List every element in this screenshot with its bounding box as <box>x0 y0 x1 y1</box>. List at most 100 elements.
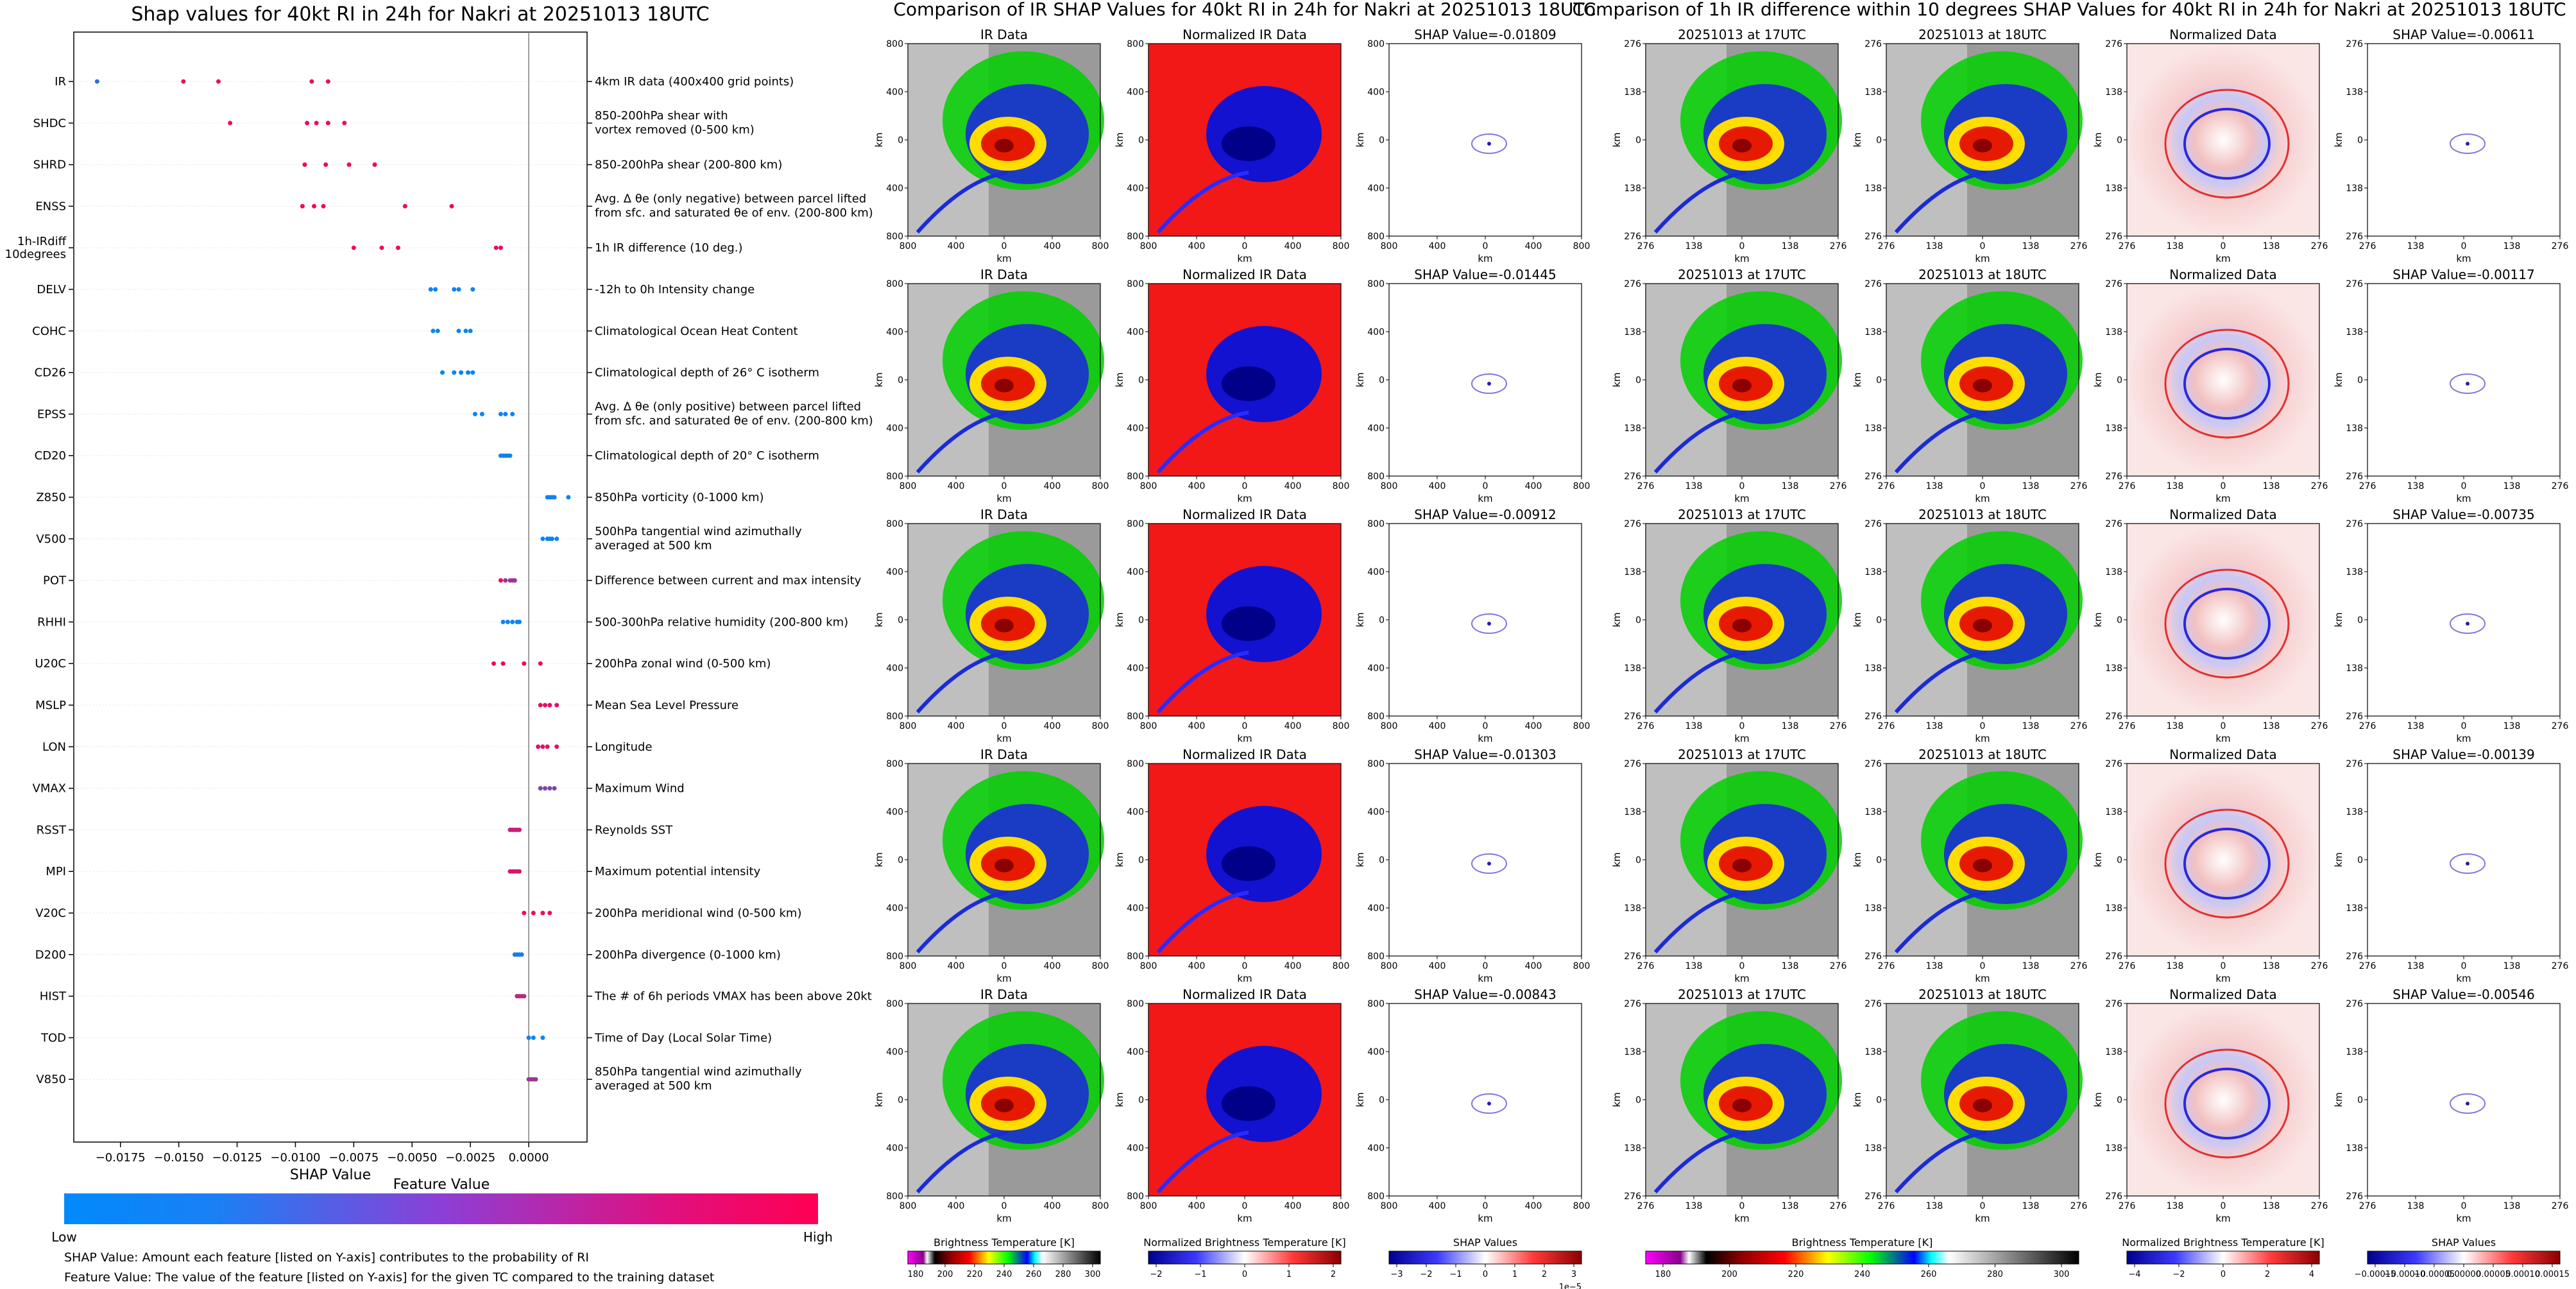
feature-name: U20C <box>35 657 66 670</box>
storm-eye <box>1732 619 1752 633</box>
shap-point <box>531 1035 536 1040</box>
colorbar-label: Normalized Brightness Temperature [K] <box>2122 1236 2324 1249</box>
x-tick-label: 138 <box>1926 721 1943 731</box>
x-tick-label: 0 <box>1739 721 1745 731</box>
shap-signal <box>1471 853 1507 874</box>
x-tick-label: 276 <box>1637 241 1655 252</box>
irdiff-row-1: 20251013 at 17UTC27627613813800138138276… <box>1611 27 2568 264</box>
y-tick-label: 0 <box>2357 615 2363 626</box>
shap-point <box>300 203 305 209</box>
colorbar-tick-label: −1 <box>1194 1270 1206 1279</box>
feature-row-rhhi: RHHI 500-300hPa relative humidity (200-80… <box>37 615 848 629</box>
feature-description: 850-200hPa shear (200-800 km) <box>595 158 782 172</box>
y-tick-label: 0 <box>1379 135 1385 146</box>
y-tick-label: 400 <box>1367 327 1385 337</box>
panel-title: SHAP Value=-0.00117 <box>2393 267 2534 282</box>
feature-row-z850: Z850 850hPa vorticity (0-1000 km) <box>36 491 763 504</box>
y-tick-label: 800 <box>1367 1191 1385 1202</box>
y-axis-label: km <box>2092 612 2104 627</box>
x-tick-label: 276 <box>1878 1201 1895 1211</box>
spiral-band <box>2164 808 2290 919</box>
colorbar-tick-label: 1 <box>1286 1270 1292 1279</box>
x-tick-label: 276 <box>2359 1201 2376 1211</box>
shap-point <box>540 910 545 916</box>
x-tick-label: 276 <box>1637 481 1655 491</box>
feature-row-shrd: SHRD 850-200hPa shear (200-800 km) <box>33 158 783 172</box>
y-axis-label: km <box>1354 372 1366 387</box>
y-tick-label: 138 <box>1864 1047 1882 1057</box>
feature-row-cohc: COHC Climatological Ocean Heat Content <box>32 325 798 338</box>
x-tick-label: 138 <box>1782 721 1799 731</box>
x-tick-label: 138 <box>2022 241 2040 252</box>
feature-description: -12h to 0h Intensity change <box>595 283 755 296</box>
y-tick-label: 0 <box>1635 855 1641 866</box>
y-tick-label: 276 <box>1624 712 1641 722</box>
x-tick-label: 0 <box>1739 241 1745 252</box>
y-axis-label: km <box>2333 612 2344 627</box>
y-tick-label: 138 <box>1624 423 1641 434</box>
feature-row-mslp: MSLP Mean Sea Level Pressure <box>35 699 738 712</box>
colorbar-tick-label: 220 <box>1788 1270 1804 1279</box>
y-tick-label: 138 <box>1624 903 1641 914</box>
panel-title: Normalized IR Data <box>1182 987 1307 1002</box>
y-tick-label: 800 <box>1127 1191 1144 1202</box>
x-tick-label: 276 <box>1830 721 1847 731</box>
x-tick-label: 400 <box>1284 1201 1302 1211</box>
feature-colorbar <box>64 1193 818 1224</box>
feature-name: 1h-IRdiff <box>17 235 67 248</box>
y-tick-label: 400 <box>1367 184 1385 194</box>
y-tick-label: 138 <box>2346 903 2363 914</box>
x-tick-label: 400 <box>1188 241 1206 252</box>
y-tick-label: 0 <box>1876 615 1882 626</box>
x-tick-label: 400 <box>1429 481 1446 491</box>
y-axis-label: km <box>1114 612 1125 627</box>
y-tick-label: 276 <box>2346 279 2363 289</box>
feature-description: 200hPa zonal wind (0-500 km) <box>595 657 771 670</box>
x-tick-label: 800 <box>900 481 917 491</box>
x-tick-label: 0 <box>1002 961 1007 971</box>
feature-description: vortex removed (0-500 km) <box>595 123 755 137</box>
y-tick-label: 138 <box>1864 567 1882 577</box>
y-tick-label: 138 <box>2346 807 2363 817</box>
shap-point <box>566 495 571 500</box>
y-tick-label: 400 <box>1127 903 1144 914</box>
colorbar-tick-label: 200 <box>1721 1270 1737 1279</box>
x-tick-label: 400 <box>1284 961 1302 971</box>
shap-background <box>1389 1003 1582 1196</box>
x-tick-label: 0 <box>1980 961 1986 971</box>
x-axis-label: km <box>2456 1213 2471 1224</box>
y-tick-label: 276 <box>2346 759 2363 769</box>
y-tick-label: 276 <box>2346 999 2363 1009</box>
shap-point <box>181 79 186 84</box>
panel-title: Normalized Data <box>2169 507 2277 522</box>
panel-title: SHAP Value=-0.00843 <box>1414 987 1556 1002</box>
spiral-band <box>1894 891 1987 953</box>
x-tick-label: 800 <box>900 1201 917 1211</box>
storm-eye <box>994 1098 1014 1113</box>
y-tick-label: 138 <box>2346 87 2363 98</box>
x-axis-label: km <box>1975 973 1990 984</box>
x-tick-label: 400 <box>948 241 965 252</box>
y-tick-label: 800 <box>886 519 903 529</box>
x-tick-label: 276 <box>2119 481 2136 491</box>
x-tick-label: 0 <box>1242 481 1248 491</box>
y-tick-label: 800 <box>1127 759 1144 769</box>
x-tick-label: 400 <box>1429 961 1446 971</box>
y-tick-label: 276 <box>2346 39 2363 49</box>
x-tick-label: 138 <box>1926 241 1943 252</box>
shap-signal <box>2466 622 2469 626</box>
feature-description: 500hPa tangential wind azimuthally <box>595 525 802 538</box>
x-tick-label: 138 <box>2407 1201 2425 1211</box>
feature-name: DELV <box>37 283 66 296</box>
shap-point <box>526 1035 531 1040</box>
colorbar-tick-label: 0 <box>1483 1270 1488 1279</box>
colorbar-tick-label: 2 <box>1331 1270 1336 1279</box>
y-tick-label: 0 <box>2357 375 2363 386</box>
x-tick-label: 800 <box>1140 481 1157 491</box>
feature-row-cd20: CD20 Climatological depth of 20° C isothe… <box>35 449 819 463</box>
feature-description: Reynolds SST <box>595 823 673 837</box>
